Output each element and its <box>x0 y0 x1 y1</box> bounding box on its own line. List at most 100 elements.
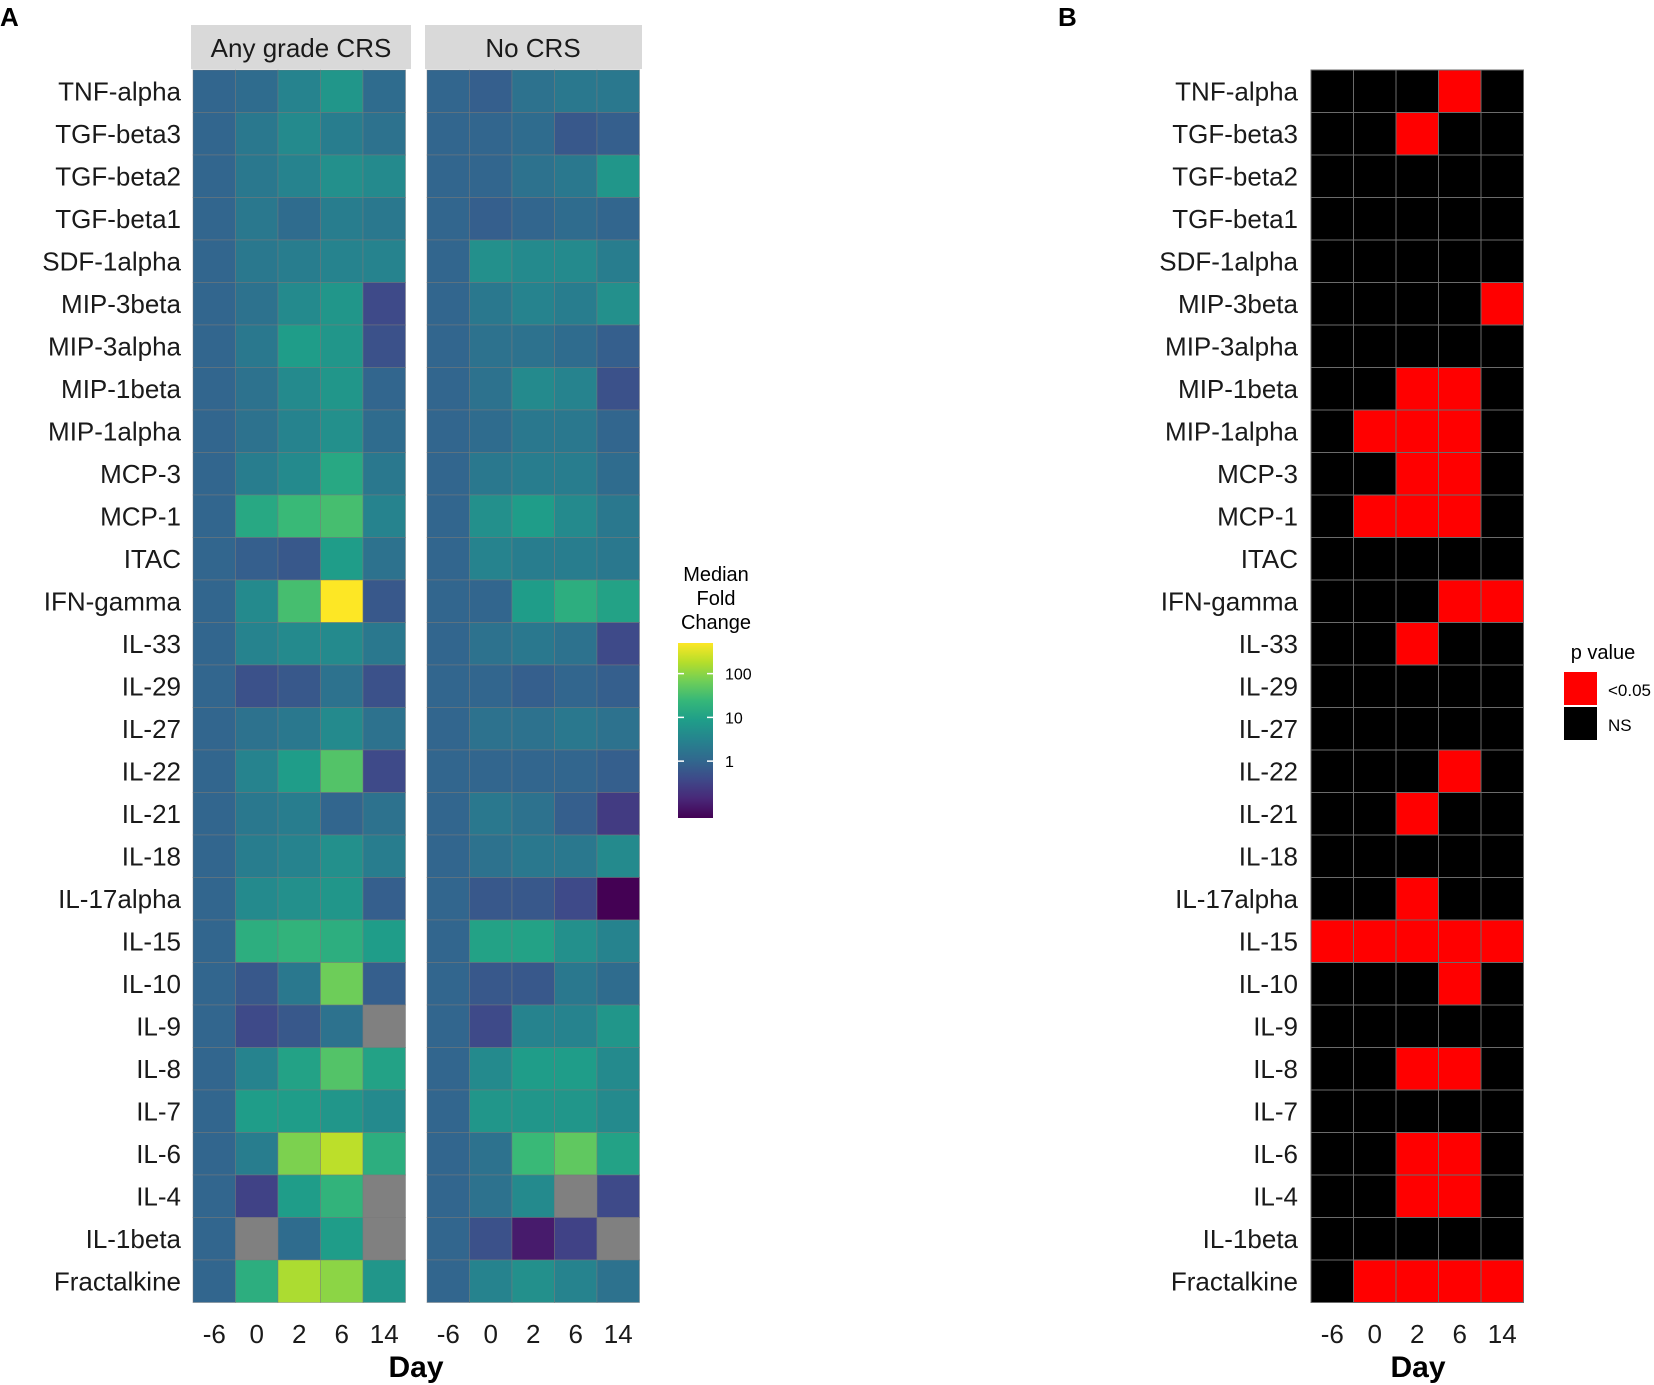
tile-crs-tgf-beta3-day2 <box>277 112 321 156</box>
tile-crs-il-22-day14 <box>362 749 406 793</box>
legend-median-fold-change: Median Fold Change 100 10 1 <box>678 564 752 818</box>
tile-nocrs-mip-1alpha-day-6 <box>426 409 470 453</box>
tile-crs-il-22-day-6 <box>192 749 236 793</box>
row-label-b-il-10: IL-10 <box>1239 969 1298 999</box>
tile-pvalue-mcp-1-day-6 <box>1310 494 1354 538</box>
tile-pvalue-tnf-alpha-day-6 <box>1310 69 1354 113</box>
tile-pvalue-mip-3alpha-day-6 <box>1310 324 1354 368</box>
tile-pvalue-mcp-1-day0 <box>1353 494 1397 538</box>
x-tick-a1-day0: 0 <box>250 1319 264 1349</box>
tile-pvalue-tgf-beta1-day2 <box>1395 197 1439 241</box>
tile-pvalue-il-7-day-6 <box>1310 1089 1354 1133</box>
tile-crs-il-4-day2 <box>277 1174 321 1218</box>
tile-nocrs-tnf-alpha-day6 <box>554 69 598 113</box>
row-label-a-il-8: IL-8 <box>136 1054 181 1084</box>
row-label-a-mip-1beta: MIP-1beta <box>61 374 181 404</box>
tile-pvalue-il-6-day0 <box>1353 1132 1397 1176</box>
row-label-a-il-33: IL-33 <box>122 629 181 659</box>
tile-nocrs-il-27-day14 <box>596 707 640 751</box>
tile-nocrs-il-6-day6 <box>554 1132 598 1176</box>
tile-pvalue-il-21-day2 <box>1395 792 1439 836</box>
tile-crs-itac-day6 <box>320 537 364 581</box>
tile-crs-tgf-beta2-day14 <box>362 154 406 198</box>
tile-pvalue-il-4-day-6 <box>1310 1174 1354 1218</box>
tile-pvalue-mip-3beta-day14 <box>1480 282 1524 326</box>
row-label-a-tgf-beta1: TGF-beta1 <box>55 204 181 234</box>
row-label-a-mip-3beta: MIP-3beta <box>61 289 181 319</box>
row-label-a-tnf-alpha: TNF-alpha <box>58 76 181 106</box>
row-label-a-mcp-1: MCP-1 <box>100 501 181 531</box>
tile-pvalue-il-9-day-6 <box>1310 1004 1354 1048</box>
tile-nocrs-ifn-gamma-day14 <box>596 579 640 623</box>
tile-crs-il-22-day6 <box>320 749 364 793</box>
tile-crs-il-33-day6 <box>320 622 364 666</box>
tile-crs-itac-day2 <box>277 537 321 581</box>
tile-crs-il-21-day0 <box>235 792 279 836</box>
tile-pvalue-itac-day0 <box>1353 537 1397 581</box>
tile-pvalue-mip-3beta-day2 <box>1395 282 1439 326</box>
tile-pvalue-il-22-day0 <box>1353 749 1397 793</box>
tile-pvalue-il-33-day0 <box>1353 622 1397 666</box>
tile-nocrs-il-29-day2 <box>511 664 555 708</box>
tile-pvalue-ifn-gamma-day2 <box>1395 579 1439 623</box>
tile-crs-tgf-beta1-day2 <box>277 197 321 241</box>
tile-pvalue-sdf-1alpha-day-6 <box>1310 239 1354 283</box>
tile-pvalue-il-22-day-6 <box>1310 749 1354 793</box>
tile-pvalue-tgf-beta3-day2 <box>1395 112 1439 156</box>
x-tick-a2-day2: 2 <box>526 1319 540 1349</box>
tile-pvalue-tgf-beta2-day6 <box>1438 154 1482 198</box>
tile-crs-mip-1alpha-day2 <box>277 409 321 453</box>
tile-crs-il-8-day6 <box>320 1047 364 1091</box>
tile-crs-fractalkine-day-6 <box>192 1259 236 1303</box>
tile-nocrs-tgf-beta3-day-6 <box>426 112 470 156</box>
tile-pvalue-il-9-day0 <box>1353 1004 1397 1048</box>
tile-pvalue-il-18-day2 <box>1395 834 1439 878</box>
tile-crs-tgf-beta1-day-6 <box>192 197 236 241</box>
tile-crs-sdf-1alpha-day6 <box>320 239 364 283</box>
tile-nocrs-il-8-day14 <box>596 1047 640 1091</box>
row-label-a-sdf-1alpha: SDF-1alpha <box>42 246 181 276</box>
row-label-b-mip-3alpha: MIP-3alpha <box>1165 331 1298 361</box>
tile-nocrs-tnf-alpha-day-6 <box>426 69 470 113</box>
tile-crs-tgf-beta3-day14 <box>362 112 406 156</box>
tile-crs-il-7-day2 <box>277 1089 321 1133</box>
tile-nocrs-il-21-day14 <box>596 792 640 836</box>
tile-nocrs-itac-day2 <box>511 537 555 581</box>
tile-pvalue-il-27-day-6 <box>1310 707 1354 751</box>
tile-crs-il-21-day6 <box>320 792 364 836</box>
tile-pvalue-tgf-beta1-day0 <box>1353 197 1397 241</box>
tile-pvalue-il-27-day6 <box>1438 707 1482 751</box>
tile-crs-mcp-1-day6 <box>320 494 364 538</box>
heatmap-any-grade-crs <box>192 69 406 1303</box>
tile-crs-il-1beta-day-6 <box>192 1217 236 1261</box>
x-tick-b-day14: 14 <box>1488 1319 1517 1349</box>
row-label-b-mip-1beta: MIP-1beta <box>1178 374 1298 404</box>
tile-pvalue-il-33-day14 <box>1480 622 1524 666</box>
tile-crs-mcp-1-day14 <box>362 494 406 538</box>
tile-pvalue-tnf-alpha-day0 <box>1353 69 1397 113</box>
tile-nocrs-tgf-beta2-day2 <box>511 154 555 198</box>
tile-nocrs-il-10-day-6 <box>426 962 470 1006</box>
tile-crs-il-6-day6 <box>320 1132 364 1176</box>
tile-pvalue-il-15-day2 <box>1395 919 1439 963</box>
tile-nocrs-il-6-day14 <box>596 1132 640 1176</box>
tile-crs-il-22-day2 <box>277 749 321 793</box>
tile-nocrs-il-22-day0 <box>469 749 513 793</box>
tile-crs-il-18-day-6 <box>192 834 236 878</box>
tile-nocrs-mcp-1-day6 <box>554 494 598 538</box>
tile-pvalue-tgf-beta1-day6 <box>1438 197 1482 241</box>
tile-crs-mip-3alpha-day14 <box>362 324 406 368</box>
x-tick-a2-day14: 14 <box>604 1319 633 1349</box>
tile-nocrs-il-7-day2 <box>511 1089 555 1133</box>
tile-pvalue-sdf-1alpha-day6 <box>1438 239 1482 283</box>
tile-crs-il-17alpha-day6 <box>320 877 364 921</box>
tile-nocrs-il-18-day14 <box>596 834 640 878</box>
tile-pvalue-tgf-beta2-day14 <box>1480 154 1524 198</box>
tile-crs-il-17alpha-day-6 <box>192 877 236 921</box>
tile-pvalue-itac-day-6 <box>1310 537 1354 581</box>
tile-pvalue-mip-1beta-day-6 <box>1310 367 1354 411</box>
tile-crs-il-33-day14 <box>362 622 406 666</box>
panel-a-letter: A <box>0 2 19 32</box>
tile-nocrs-il-8-day0 <box>469 1047 513 1091</box>
tile-crs-tnf-alpha-day6 <box>320 69 364 113</box>
